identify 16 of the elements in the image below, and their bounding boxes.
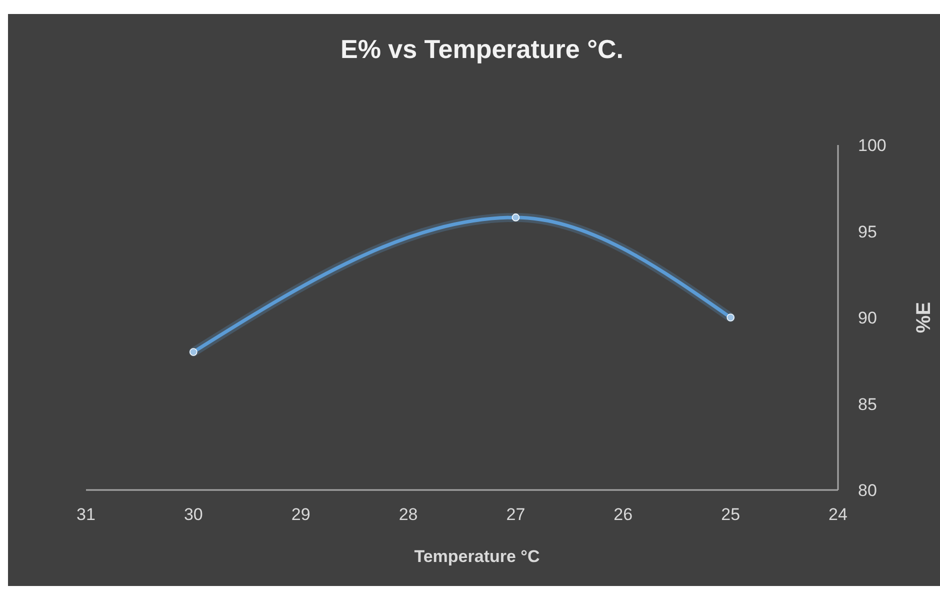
x-tick-label: 24 [828, 505, 848, 524]
x-tick-label: 26 [614, 505, 633, 524]
y-tick-label: 80 [858, 481, 877, 500]
y-axis-title: %E [913, 302, 935, 334]
y-tick-label: 100 [858, 136, 886, 155]
x-tick-label: 28 [398, 505, 418, 524]
y-tick-label: 95 [858, 222, 877, 242]
x-tick-label: 30 [184, 505, 203, 524]
x-tick-label: 25 [721, 505, 740, 524]
chart-title: E% vs Temperature °C. [340, 34, 624, 64]
x-tick-label: 31 [76, 505, 96, 524]
x-axis-title: Temperature °C [414, 547, 540, 566]
y-tick-label: 90 [858, 308, 877, 328]
x-tick-label: 29 [291, 505, 310, 524]
y-tick-label: 85 [858, 394, 877, 414]
x-tick-label: 27 [506, 505, 526, 524]
